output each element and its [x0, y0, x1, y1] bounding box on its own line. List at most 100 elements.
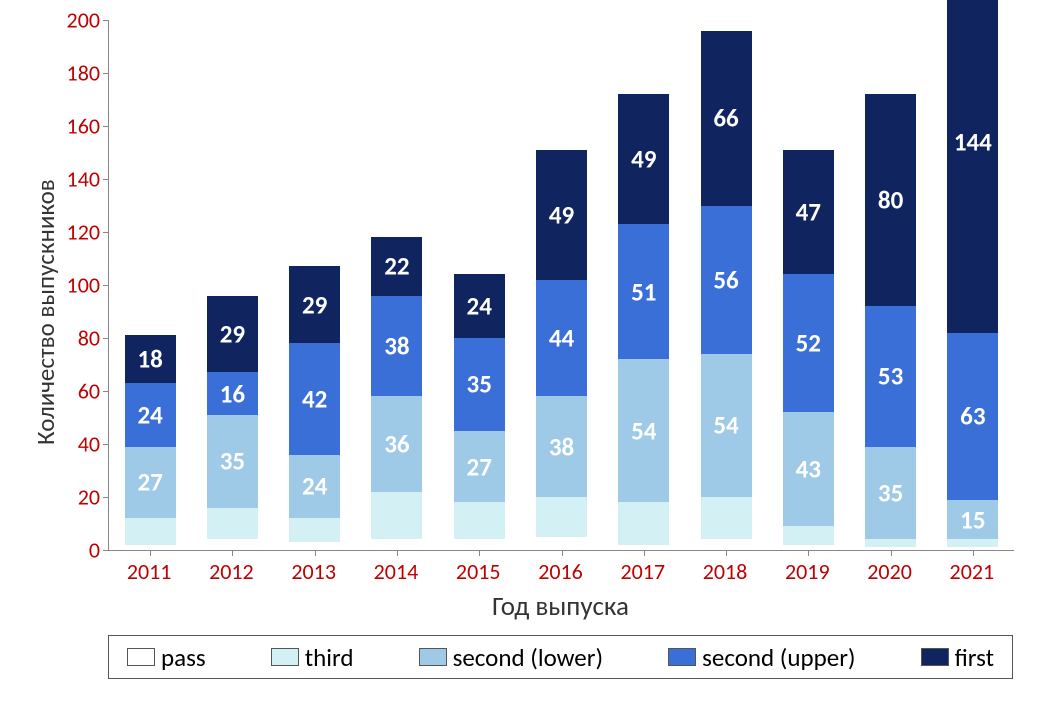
bar-segment-pass [536, 537, 587, 550]
x-tick-label: 2014 [374, 558, 419, 585]
bar-segment-pass [701, 539, 752, 550]
y-tick-label: 140 [50, 166, 100, 193]
x-tick-mark [808, 550, 809, 556]
bar-value-label: 42 [302, 383, 327, 414]
bar-value-label: 144 [954, 126, 992, 157]
legend-item-second_upper: second (upper) [668, 642, 855, 673]
y-tick-mark [103, 179, 109, 180]
bar-segment-third [289, 518, 340, 542]
bar-value-label: 38 [384, 330, 409, 361]
bar-segment-second_lower: 27 [454, 431, 505, 503]
bar-segment-third [783, 526, 834, 545]
bar-segment-first: 144 [947, 0, 998, 333]
bar: 363822 [371, 20, 422, 550]
y-tick-label: 100 [50, 272, 100, 299]
bar-value-label: 56 [713, 264, 738, 295]
x-tick-mark [973, 550, 974, 556]
bar-value-label: 36 [384, 429, 409, 460]
bar-segment-second_lower: 43 [783, 412, 834, 526]
bar-segment-pass [454, 539, 505, 550]
y-tick-label: 120 [50, 219, 100, 246]
legend-item-pass: pass [127, 642, 206, 673]
y-tick-label: 40 [50, 431, 100, 458]
bar-segment-second_lower: 54 [701, 354, 752, 497]
bar: 35 53 80 [865, 20, 916, 550]
y-tick-mark [103, 444, 109, 445]
bar-value-label: 54 [631, 415, 656, 446]
bar-value-label: 63 [960, 401, 985, 432]
legend-swatch [271, 648, 299, 666]
bar: 43 52 47 [783, 20, 834, 550]
bar: 545149 [618, 20, 669, 550]
bar-segment-pass [947, 547, 998, 550]
bar-segment-second_lower: 35 [207, 415, 258, 508]
y-tick-label: 160 [50, 113, 100, 140]
bar-value-label: 35 [878, 478, 903, 509]
legend-label: first [955, 642, 994, 673]
x-tick-mark [232, 550, 233, 556]
bar-segment-first: 80 [865, 94, 916, 306]
bar-segment-second_lower: 27 [125, 447, 176, 519]
x-tick-mark [726, 550, 727, 556]
legend-item-second_lower: second (lower) [419, 642, 603, 673]
bar: 545666 [701, 20, 752, 550]
x-tick-label: 2016 [538, 558, 583, 585]
bar: 27 3524 [454, 20, 505, 550]
bar-value-label: 52 [796, 328, 821, 359]
bar-value-label: 35 [220, 446, 245, 477]
y-tick-mark [103, 338, 109, 339]
bar-segment-third [947, 539, 998, 547]
y-tick-mark [103, 285, 109, 286]
bar-value-label: 49 [549, 199, 574, 230]
bar-segment-first: 24 [454, 274, 505, 338]
bar-segment-second_upper: 51 [618, 224, 669, 359]
bar-value-label: 27 [467, 451, 492, 482]
bar-segment-second_upper: 53 [865, 306, 916, 446]
y-tick-label: 180 [50, 60, 100, 87]
bar-value-label: 16 [220, 378, 245, 409]
bar-segment-second_upper: 52 [783, 274, 834, 412]
bar-value-label: 24 [137, 399, 162, 430]
x-tick-label: 2011 [127, 558, 172, 585]
bar-value-label: 47 [796, 197, 821, 228]
bar-value-label: 44 [549, 323, 574, 354]
legend-label: second (upper) [702, 642, 855, 673]
y-tick-mark [103, 73, 109, 74]
legend-item-first: first [921, 642, 994, 673]
chart-container: Количество выпускников Год выпуска 27241… [0, 0, 1045, 714]
bar-segment-third [701, 497, 752, 539]
y-tick-label: 0 [50, 537, 100, 564]
legend-swatch [921, 648, 949, 666]
bar-value-label: 29 [220, 319, 245, 350]
bar-segment-second_upper: 35 [454, 338, 505, 431]
bar-segment-second_lower: 24 [289, 455, 340, 519]
bar-value-label: 24 [302, 471, 327, 502]
bar-segment-first: 29 [207, 296, 258, 373]
bar-value-label: 80 [878, 185, 903, 216]
legend: pass third second (lower) second (upper) fir… [108, 635, 1013, 679]
bar-segment-second_upper: 38 [371, 296, 422, 397]
bar-segment-third [618, 502, 669, 544]
legend-item-third: third [271, 642, 354, 673]
legend-swatch [419, 648, 447, 666]
bar: 35 16 29 [207, 20, 258, 550]
bar-segment-first: 18 [125, 335, 176, 383]
bar-segment-third [371, 492, 422, 540]
bar-segment-second_upper: 24 [125, 383, 176, 447]
bar-segment-third [454, 502, 505, 539]
y-tick-mark [103, 20, 109, 21]
bar-value-label: 38 [549, 431, 574, 462]
plot-area: 2724183516292442293638222735243844495451… [108, 20, 1014, 551]
bar-segment-third [865, 539, 916, 547]
bar-value-label: 18 [137, 344, 162, 375]
x-tick-label: 2018 [703, 558, 748, 585]
y-tick-mark [103, 497, 109, 498]
bar-segment-second_lower: 36 [371, 396, 422, 491]
bar: 27 24 18 [125, 20, 176, 550]
bar-segment-pass [618, 545, 669, 550]
x-tick-mark [891, 550, 892, 556]
bar-segment-third [125, 518, 176, 545]
bar-value-label: 29 [302, 289, 327, 320]
y-tick-mark [103, 126, 109, 127]
bar-segment-second_lower: 15 [947, 500, 998, 540]
